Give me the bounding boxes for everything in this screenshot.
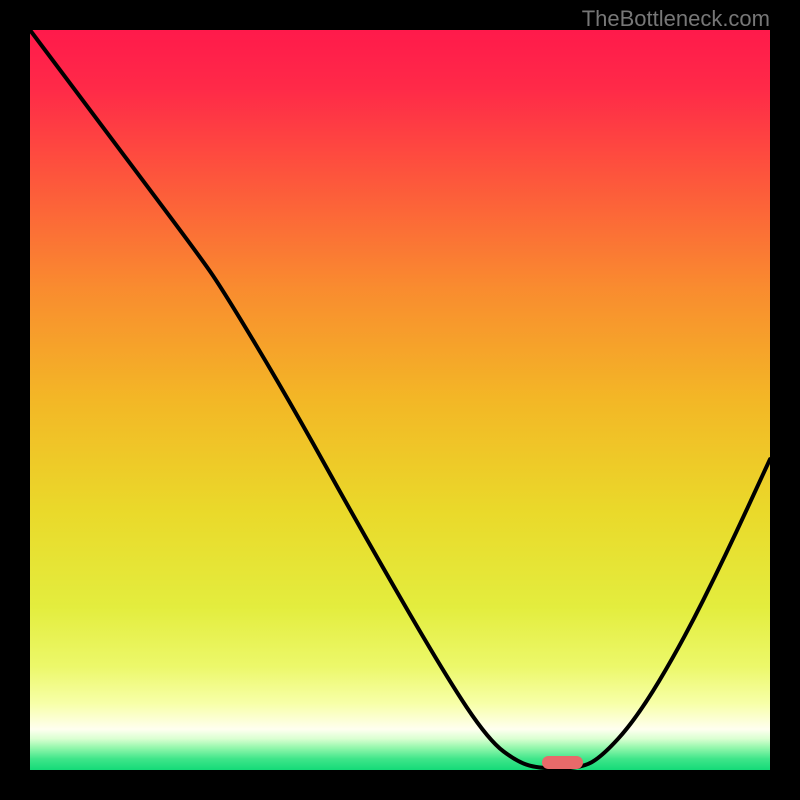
bottleneck-curve bbox=[30, 30, 770, 769]
watermark-text: TheBottleneck.com bbox=[582, 6, 770, 32]
curve-layer bbox=[30, 30, 770, 770]
chart-frame: TheBottleneck.com bbox=[0, 0, 800, 800]
optimum-marker bbox=[542, 756, 583, 769]
plot-area bbox=[30, 30, 770, 770]
